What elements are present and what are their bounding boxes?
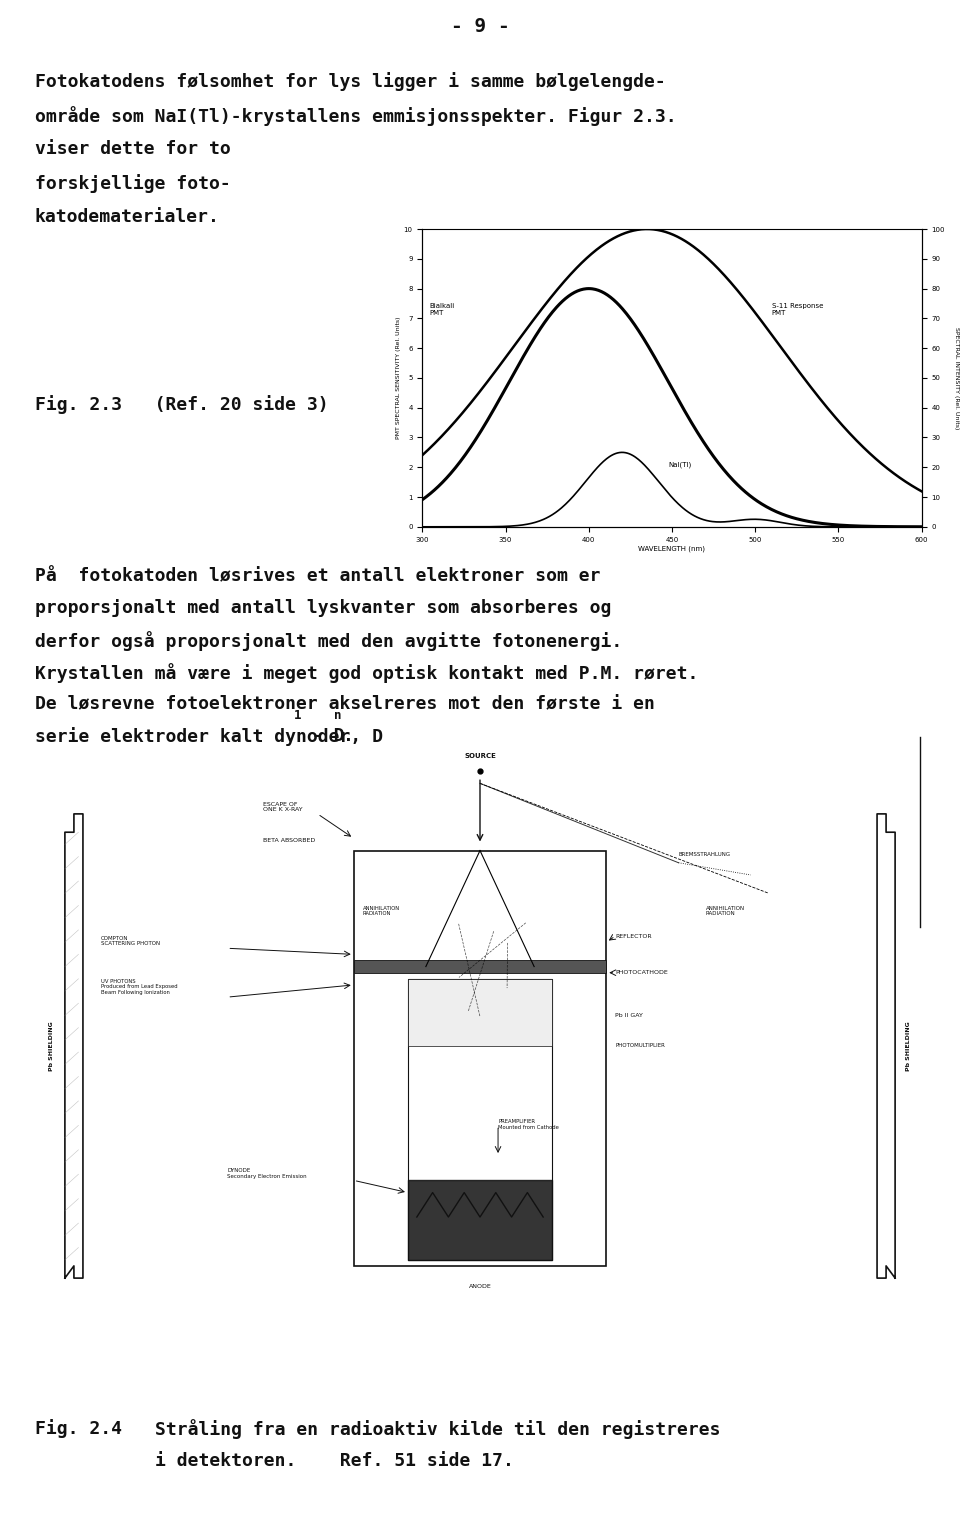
X-axis label: WAVELENGTH (nm): WAVELENGTH (nm) bbox=[638, 545, 706, 551]
Text: Fotokatodens følsomhet for lys ligger i samme bølgelengde-: Fotokatodens følsomhet for lys ligger i … bbox=[35, 72, 665, 92]
Text: Pb SHIELDING: Pb SHIELDING bbox=[906, 1022, 911, 1070]
Text: BREMSSTRAHLUNG: BREMSSTRAHLUNG bbox=[679, 852, 731, 857]
Text: - D: - D bbox=[301, 727, 345, 745]
Text: UV PHOTONS
Produced from Lead Exposed
Beam Following Ionization: UV PHOTONS Produced from Lead Exposed Be… bbox=[101, 979, 178, 994]
Text: proporsjonalt med antall lyskvanter som absorberes og: proporsjonalt med antall lyskvanter som … bbox=[35, 599, 612, 617]
Text: .: . bbox=[343, 727, 353, 745]
Text: PREAMPLIFIER
Mounted from Cathode: PREAMPLIFIER Mounted from Cathode bbox=[498, 1119, 559, 1130]
Text: REFLECTOR: REFLECTOR bbox=[615, 933, 652, 939]
Text: På  fotokatoden løsrives et antall elektroner som er: På fotokatoden løsrives et antall elektr… bbox=[35, 567, 601, 585]
Text: BETA ABSORBED: BETA ABSORBED bbox=[263, 838, 316, 843]
Text: DYNODE
Secondary Electron Emission: DYNODE Secondary Electron Emission bbox=[228, 1168, 307, 1179]
Text: PHOTOCATHODE: PHOTOCATHODE bbox=[615, 970, 668, 976]
Text: Stråling fra en radioaktiv kilde til den registreres: Stråling fra en radioaktiv kilde til den… bbox=[155, 1419, 721, 1438]
Text: COMPTON
SCATTERING PHOTON: COMPTON SCATTERING PHOTON bbox=[101, 936, 160, 947]
Text: område som NaI(Tl)-krystallens emmisjonsspekter. Figur 2.3.: område som NaI(Tl)-krystallens emmisjons… bbox=[35, 105, 677, 127]
Text: viser dette for to: viser dette for to bbox=[35, 140, 230, 157]
Text: - 9 -: - 9 - bbox=[450, 17, 510, 37]
Text: PHOTOMULTIPLIER: PHOTOMULTIPLIER bbox=[615, 1043, 665, 1049]
Text: S-11 Response
PMT: S-11 Response PMT bbox=[772, 304, 824, 316]
Text: n: n bbox=[334, 709, 341, 722]
Y-axis label: PMT SPECTRAL SENSITIVITY (Rel. Units): PMT SPECTRAL SENSITIVITY (Rel. Units) bbox=[396, 316, 401, 440]
Y-axis label: SPECTRAL INTENSITY (Rel. Units): SPECTRAL INTENSITY (Rel. Units) bbox=[953, 327, 959, 429]
Text: serie elektroder kalt dynoder, D: serie elektroder kalt dynoder, D bbox=[35, 727, 383, 747]
Bar bbox=[408, 979, 552, 1046]
Text: ANNIHILATION
RADIATION: ANNIHILATION RADIATION bbox=[706, 906, 745, 916]
Text: Pb II GAY: Pb II GAY bbox=[615, 1012, 643, 1019]
Text: De løsrevne fotoelektroner akselreres mot den første i en: De løsrevne fotoelektroner akselreres mo… bbox=[35, 695, 655, 713]
Text: derfor også proporsjonalt med den avgitte fotonenergi.: derfor også proporsjonalt med den avgitt… bbox=[35, 631, 622, 651]
Text: ANNIHILATION
RADIATION: ANNIHILATION RADIATION bbox=[363, 906, 399, 916]
Bar bbox=[353, 851, 607, 1266]
Text: ESCAPE OF
ONE K X-RAY: ESCAPE OF ONE K X-RAY bbox=[263, 802, 303, 812]
Text: Fig. 2.3   (Ref. 20 side 3): Fig. 2.3 (Ref. 20 side 3) bbox=[35, 395, 328, 414]
Text: i detektoren.    Ref. 51 side 17.: i detektoren. Ref. 51 side 17. bbox=[155, 1452, 514, 1471]
Text: Krystallen må være i meget god optisk kontakt med P.M. røret.: Krystallen må være i meget god optisk ko… bbox=[35, 663, 698, 683]
Bar bbox=[353, 960, 607, 973]
Text: Bialkali
PMT: Bialkali PMT bbox=[429, 304, 454, 316]
Text: ANODE: ANODE bbox=[468, 1284, 492, 1289]
Text: forskjellige foto-: forskjellige foto- bbox=[35, 174, 230, 192]
Text: katodematerialer.: katodematerialer. bbox=[35, 208, 220, 226]
Text: 1: 1 bbox=[294, 709, 301, 722]
Text: Pb SHIELDING: Pb SHIELDING bbox=[49, 1022, 54, 1070]
Text: Fig. 2.4: Fig. 2.4 bbox=[35, 1419, 122, 1438]
Text: NaI(Tl): NaI(Tl) bbox=[669, 461, 692, 467]
Bar bbox=[408, 979, 552, 1260]
Text: SOURCE: SOURCE bbox=[464, 753, 496, 759]
